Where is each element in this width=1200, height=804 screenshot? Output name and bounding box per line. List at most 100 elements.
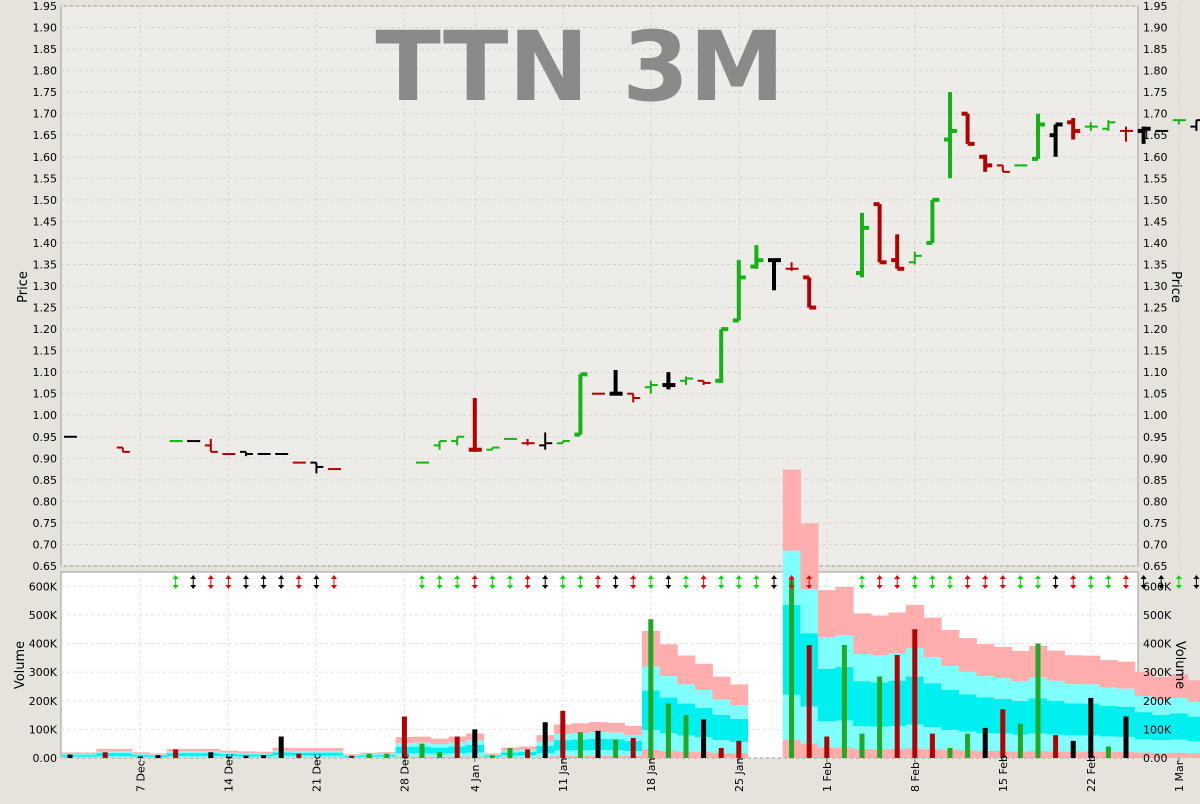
signal-up-arrow	[1158, 575, 1164, 579]
date-tick-label: 1 Mar	[1173, 760, 1186, 792]
volume-band-high	[924, 618, 942, 657]
volume-tick-label: 0.00	[1143, 752, 1168, 765]
signal-down-arrow	[1176, 585, 1182, 589]
volume-band-high	[976, 644, 994, 676]
volume-band-upper	[994, 678, 1012, 699]
volume-band-mid	[79, 755, 97, 757]
volume-band-mid	[1170, 714, 1188, 740]
price-tick-label: 0.90	[33, 452, 58, 465]
volume-band-lower	[1135, 739, 1153, 752]
volume-bar	[103, 752, 108, 758]
price-tick-label: 1.30	[33, 280, 58, 293]
price-tick-label: 1.10	[33, 366, 58, 379]
volume-band-high	[589, 722, 607, 732]
volume-band-mid	[1064, 703, 1082, 735]
volume-band-high	[202, 749, 220, 752]
volume-band-mid	[853, 681, 871, 726]
price-tick-label: 1.55	[1143, 172, 1168, 185]
volume-bar	[983, 728, 988, 758]
volume-axis-label-right: Volume	[1172, 641, 1187, 689]
volume-bar	[719, 748, 724, 758]
volume-band-upper	[237, 753, 255, 754]
volume-band-upper	[959, 672, 977, 694]
price-tick-label: 1.50	[33, 194, 58, 207]
volume-bar	[877, 676, 882, 758]
volume-band-low	[325, 757, 343, 758]
volume-band-high	[853, 613, 871, 654]
volume-bar	[455, 737, 460, 758]
volume-bar	[1071, 741, 1076, 758]
volume-band-mid	[114, 753, 132, 756]
volume-band-mid	[712, 715, 730, 740]
volume-band-upper	[712, 700, 730, 715]
price-tick-label: 1.20	[1143, 323, 1168, 336]
volume-band-upper	[308, 751, 326, 753]
volume-band-mid	[730, 719, 748, 742]
volume-band-high	[959, 638, 977, 672]
price-tick-label: 1.25	[33, 302, 58, 315]
volume-band-mid	[1047, 701, 1065, 735]
price-tick-label: 0.90	[1143, 452, 1168, 465]
volume-band-upper	[1170, 698, 1188, 714]
volume-band-high	[677, 656, 695, 685]
volume-bar	[437, 752, 442, 758]
volume-band-high	[1188, 680, 1200, 702]
date-tick-label: 15 Feb	[997, 755, 1010, 792]
price-tick-label: 1.95	[33, 0, 58, 13]
price-tick-label: 1.50	[1143, 194, 1168, 207]
volume-bar	[631, 738, 636, 758]
volume-bar	[648, 619, 653, 758]
price-tick-label: 0.80	[33, 495, 58, 508]
volume-band-low	[184, 757, 202, 758]
volume-band-upper	[800, 589, 818, 633]
signal-marker	[1176, 575, 1182, 589]
volume-band-upper	[132, 754, 150, 755]
volume-bar	[508, 748, 513, 758]
price-tick-label: 1.55	[33, 172, 58, 185]
price-tick-label: 1.75	[1143, 86, 1168, 99]
volume-band-high	[431, 739, 449, 744]
signal-up-arrow	[1193, 575, 1199, 579]
price-tick-label: 1.90	[33, 22, 58, 35]
volume-tick-label: 300K	[29, 666, 58, 679]
volume-tick-label: 500K	[1143, 609, 1172, 622]
volume-band-low	[114, 757, 132, 758]
price-tick-label: 1.80	[1143, 65, 1168, 78]
volume-band-lower	[184, 756, 202, 757]
volume-band-high	[994, 647, 1012, 678]
volume-bar	[543, 722, 548, 758]
price-tick-label: 0.70	[1143, 538, 1168, 551]
price-tick-label: 1.35	[1143, 258, 1168, 271]
volume-band-upper	[607, 733, 625, 740]
volume-band-lower	[325, 756, 343, 758]
volume-bar	[1124, 717, 1129, 758]
date-tick-label: 28 Dec	[398, 753, 411, 792]
price-tick-label: 1.80	[33, 65, 58, 78]
volume-band-lower	[941, 730, 959, 750]
volume-bar	[684, 715, 689, 758]
signal-up-arrow	[1176, 575, 1182, 579]
volume-band-high	[255, 752, 273, 754]
volume-bar	[296, 754, 301, 758]
volume-band-upper	[1188, 702, 1200, 717]
volume-band-high	[308, 748, 326, 751]
volume-band-high	[572, 723, 590, 733]
volume-band-upper	[941, 666, 959, 690]
volume-bar	[173, 749, 178, 758]
volume-band-mid	[976, 697, 994, 733]
volume-band-high	[1082, 656, 1100, 685]
price-tick-label: 0.70	[33, 538, 58, 551]
date-tick-label: 25 Jan	[733, 758, 746, 792]
volume-bar	[895, 655, 900, 758]
volume-bar	[789, 578, 794, 758]
volume-bar	[930, 734, 935, 758]
volume-band-high	[624, 726, 642, 735]
price-tick-label: 0.75	[1143, 517, 1168, 530]
volume-band-high	[695, 664, 713, 691]
price-tick-label: 1.45	[33, 215, 58, 228]
date-tick-label: 14 Dec	[222, 753, 235, 792]
volume-band-high	[712, 677, 730, 700]
date-tick-label: 4 Jan	[469, 765, 482, 792]
volume-band-high	[325, 748, 343, 751]
